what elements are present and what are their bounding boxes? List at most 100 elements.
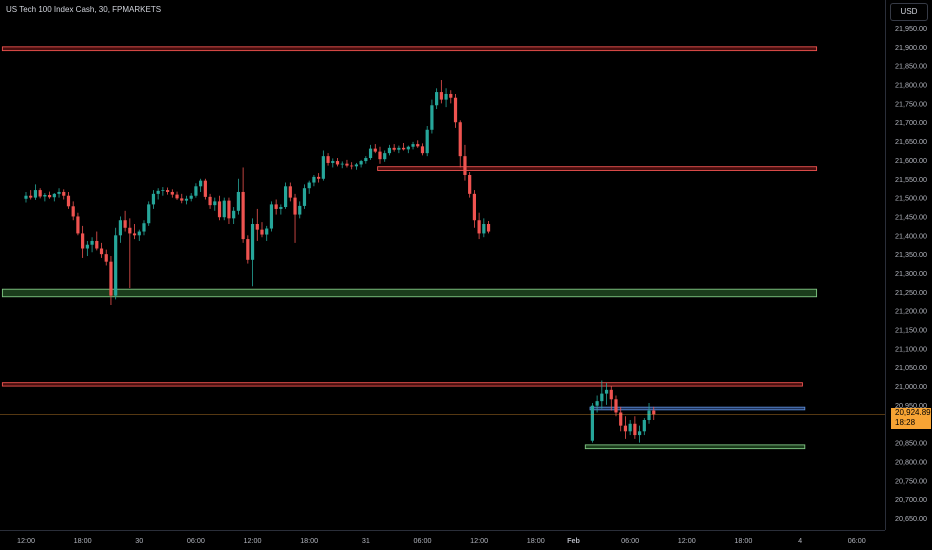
candle-body-76 bbox=[383, 153, 387, 160]
candle-body-90 bbox=[449, 93, 453, 98]
candle-body-4 bbox=[43, 194, 47, 197]
y-tick-label: 21,550.00 bbox=[895, 175, 927, 184]
x-tick-label: 06:00 bbox=[187, 536, 205, 545]
chart-title: US Tech 100 Index Cash, 30, FPMARKETS bbox=[6, 5, 162, 14]
candle-body-15 bbox=[95, 240, 99, 249]
candle-body-66 bbox=[335, 161, 340, 165]
candle-body-8 bbox=[62, 191, 66, 196]
candle-body-20 bbox=[118, 220, 122, 236]
candle-body-72 bbox=[364, 158, 368, 162]
x-tick-label: 06:00 bbox=[621, 536, 639, 545]
zone-support-5 bbox=[584, 444, 806, 450]
candle-body-68 bbox=[345, 163, 349, 166]
candle-body-96 bbox=[477, 220, 481, 234]
last-price-badge: 20,924.89 18:28 bbox=[891, 408, 931, 429]
zone-resistance-3 bbox=[1, 382, 803, 387]
candle-body-71 bbox=[359, 161, 363, 165]
candle-body-86 bbox=[430, 105, 434, 130]
y-tick-label: 21,300.00 bbox=[895, 269, 927, 278]
candle-body-1 bbox=[29, 195, 33, 198]
candle-body-57 bbox=[293, 197, 297, 215]
last-price-value: 20,924.89 bbox=[895, 408, 931, 417]
candle-body-102 bbox=[604, 389, 609, 394]
zone-support-2 bbox=[1, 288, 818, 298]
y-tick-label: 21,950.00 bbox=[895, 24, 927, 33]
candle-body-47 bbox=[246, 239, 250, 260]
candle-body-35 bbox=[189, 195, 193, 199]
x-tick-label: 12:00 bbox=[470, 536, 488, 545]
candle-body-97 bbox=[482, 224, 486, 234]
x-tick-label: 12:00 bbox=[244, 536, 262, 545]
candle-body-39 bbox=[208, 196, 212, 206]
candle-body-107 bbox=[628, 423, 632, 432]
x-tick-label: 18:00 bbox=[300, 536, 318, 545]
candle-body-16 bbox=[99, 248, 104, 255]
candle-body-108 bbox=[633, 423, 637, 436]
candle-body-53 bbox=[274, 204, 278, 209]
candle-body-42 bbox=[222, 200, 226, 218]
y-tick-label: 21,000.00 bbox=[895, 382, 927, 391]
candle-body-24 bbox=[137, 231, 141, 236]
candle-body-82 bbox=[411, 144, 415, 147]
candle-body-46 bbox=[241, 191, 245, 240]
zone-resistance-1 bbox=[377, 166, 818, 171]
candle-body-92 bbox=[458, 122, 462, 157]
candles-layer bbox=[24, 80, 656, 443]
candle-body-32 bbox=[175, 194, 179, 199]
candle-body-49 bbox=[255, 224, 259, 230]
candle-body-10 bbox=[71, 206, 75, 217]
candle-body-56 bbox=[288, 186, 292, 198]
candle-body-91 bbox=[453, 97, 458, 123]
y-tick-label: 21,650.00 bbox=[895, 137, 927, 146]
y-tick-label: 21,800.00 bbox=[895, 81, 927, 90]
y-tick-label: 21,600.00 bbox=[895, 156, 927, 165]
candle-body-95 bbox=[472, 193, 476, 221]
candle-body-103 bbox=[609, 389, 613, 400]
candle-body-13 bbox=[85, 244, 89, 249]
x-tick-label: 18:00 bbox=[734, 536, 752, 545]
zone-price_line-4 bbox=[589, 406, 806, 411]
candle-body-63 bbox=[321, 156, 325, 179]
candle-body-3 bbox=[38, 190, 42, 197]
candle-body-77 bbox=[387, 147, 392, 154]
candle-body-106 bbox=[623, 425, 628, 432]
candle-body-93 bbox=[463, 156, 467, 175]
candle-body-85 bbox=[425, 129, 429, 154]
candle-body-38 bbox=[203, 180, 207, 197]
candle-body-43 bbox=[227, 200, 231, 219]
candle-body-18 bbox=[109, 261, 113, 296]
candle-body-36 bbox=[194, 186, 198, 196]
y-tick-label: 21,700.00 bbox=[895, 118, 927, 127]
candle-body-5 bbox=[47, 194, 52, 198]
candle-body-45 bbox=[236, 191, 240, 211]
candle-body-78 bbox=[392, 147, 396, 150]
y-tick-label: 20,950.00 bbox=[895, 401, 927, 410]
y-tick-label: 21,850.00 bbox=[895, 62, 927, 71]
candle-body-65 bbox=[331, 161, 335, 163]
candle-body-61 bbox=[312, 176, 316, 183]
candle-body-83 bbox=[416, 144, 420, 147]
candle-body-98 bbox=[486, 224, 491, 232]
candle-body-89 bbox=[444, 93, 448, 100]
currency-button[interactable]: USD bbox=[890, 3, 928, 21]
candle-body-64 bbox=[326, 156, 330, 163]
time-axis[interactable]: 12:00 18:00 30 06:00 12:00 18:00 31 06:00 12:00 1… bbox=[17, 536, 866, 545]
x-tick-label: 12:00 bbox=[678, 536, 696, 545]
x-tick-label: 06:00 bbox=[413, 536, 431, 545]
candle-body-11 bbox=[76, 216, 80, 234]
candle-body-99 bbox=[590, 405, 594, 441]
candle-body-22 bbox=[128, 227, 132, 234]
candle-body-27 bbox=[151, 193, 156, 205]
candle-body-58 bbox=[298, 205, 302, 215]
candle-body-21 bbox=[123, 220, 127, 228]
candle-body-9 bbox=[66, 195, 71, 207]
y-tick-label: 20,650.00 bbox=[895, 514, 927, 523]
candle-body-105 bbox=[619, 412, 623, 426]
candle-body-104 bbox=[614, 399, 618, 413]
x-tick-label: Feb bbox=[567, 536, 580, 545]
candle-body-48 bbox=[250, 224, 255, 260]
candle-body-50 bbox=[260, 229, 264, 235]
y-tick-label: 21,450.00 bbox=[895, 212, 927, 221]
x-tick-label: 18:00 bbox=[527, 536, 545, 545]
